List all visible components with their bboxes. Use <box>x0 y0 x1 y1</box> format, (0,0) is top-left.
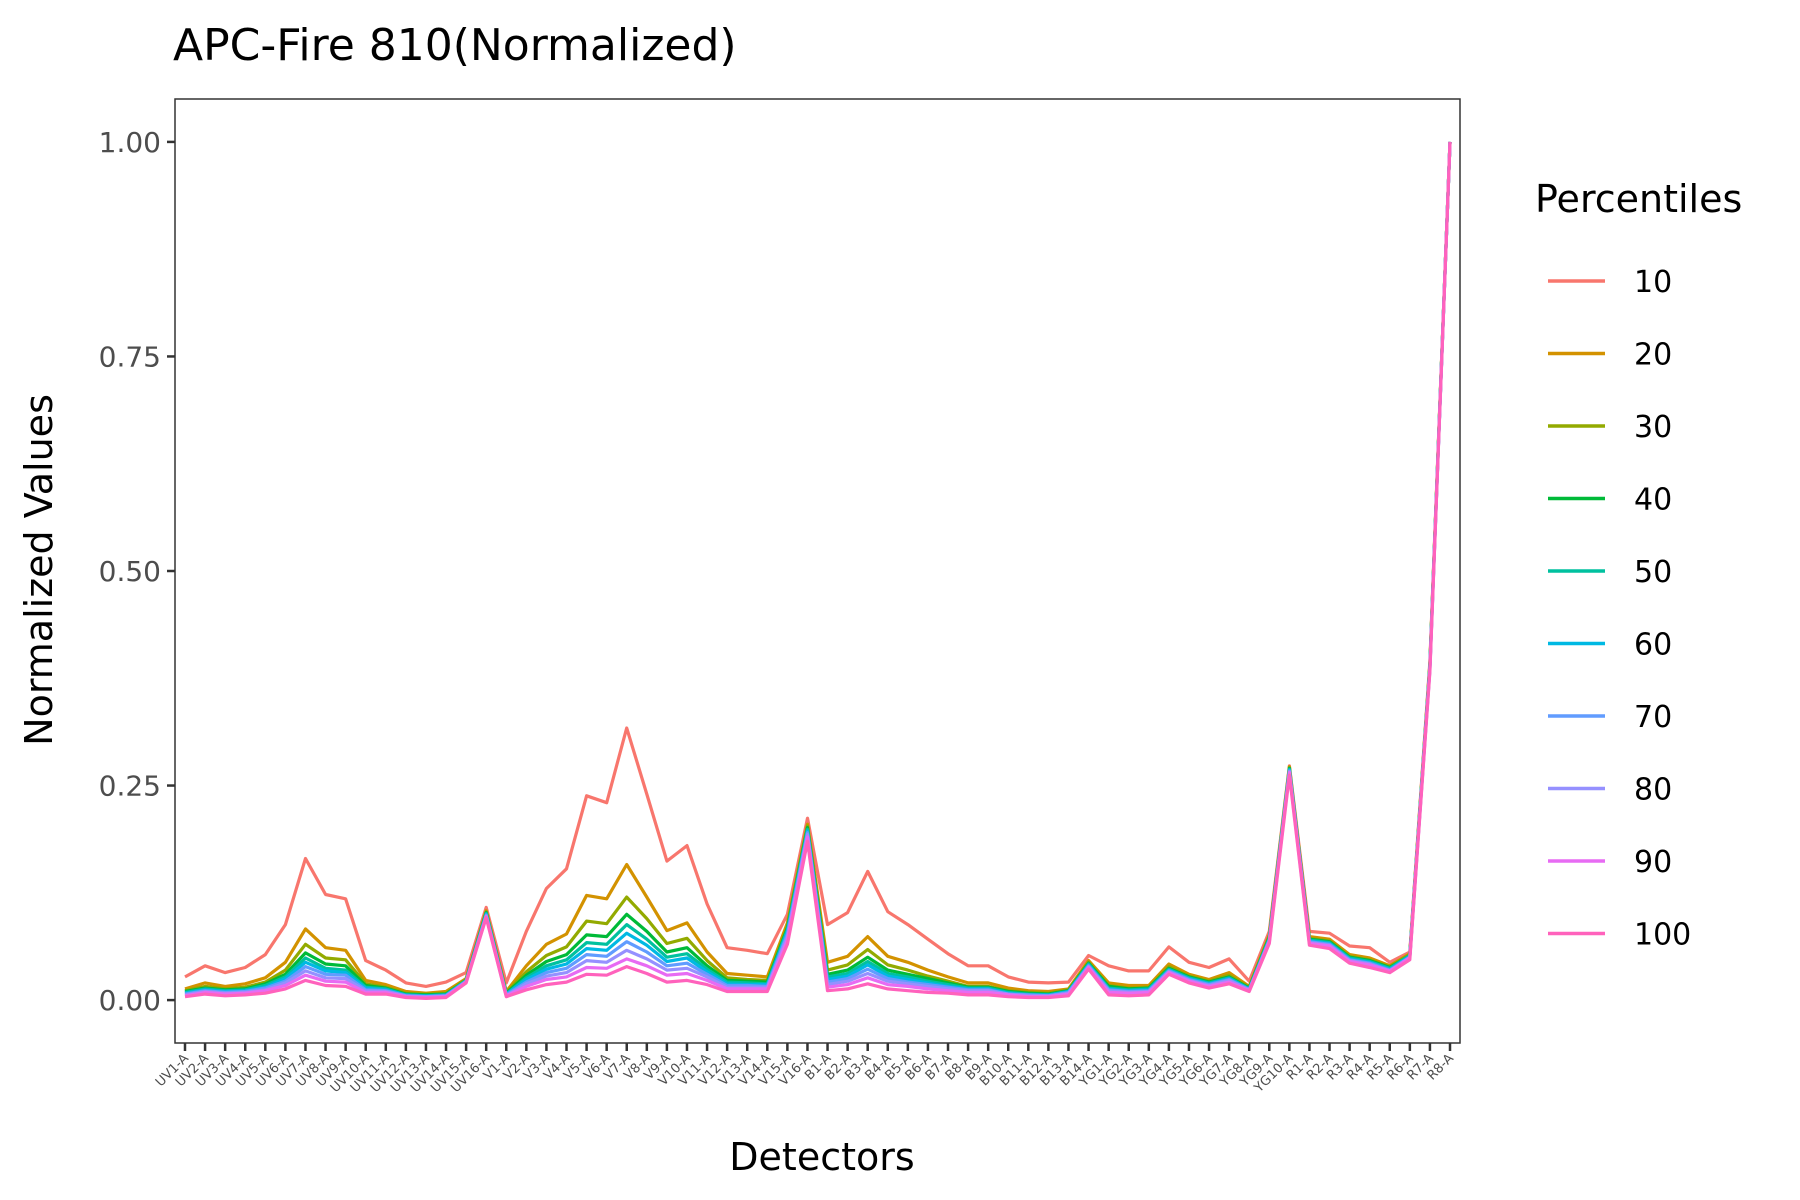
legend-label-30: 30 <box>1634 410 1672 445</box>
legend-label-70: 70 <box>1634 700 1672 735</box>
legend-label-80: 80 <box>1634 773 1672 808</box>
y-tick-label: 1.00 <box>99 126 161 159</box>
legend: Percentiles 10 20 30 40 50 60 70 80 90 100 <box>1535 177 1742 953</box>
y-tick-label: 0.00 <box>99 984 161 1017</box>
plot-area: 0.000.250.500.751.00UV1-AUV2-AUV3-AUV4-A… <box>99 98 1461 1096</box>
legend-label-40: 40 <box>1634 483 1672 518</box>
chart-title: APC-Fire 810(Normalized) <box>173 20 737 71</box>
legend-label-50: 50 <box>1634 555 1672 590</box>
legend-title: Percentiles <box>1535 177 1742 221</box>
legend-label-100: 100 <box>1634 918 1691 953</box>
y-tick-label: 0.50 <box>99 555 161 588</box>
legend-label-20: 20 <box>1634 338 1672 373</box>
y-tick-label: 0.75 <box>99 340 161 373</box>
x-axis-title: Detectors <box>729 1135 914 1179</box>
y-axis-title: Normalized Values <box>17 394 61 746</box>
legend-label-60: 60 <box>1634 628 1672 663</box>
legend-label-90: 90 <box>1634 845 1672 880</box>
legend-label-10: 10 <box>1634 265 1672 300</box>
series-line-100 <box>184 141 1452 1001</box>
y-tick-label: 0.25 <box>99 770 161 803</box>
series-line-10 <box>184 141 1452 989</box>
